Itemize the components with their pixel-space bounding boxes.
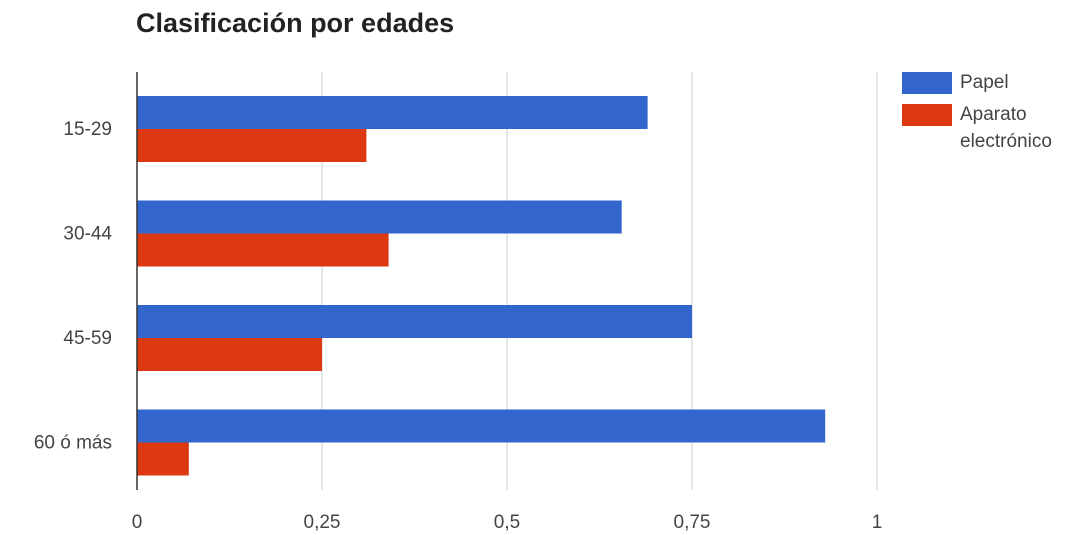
bar-papel-15-29 bbox=[137, 96, 648, 129]
chart-title: Clasificación por edades bbox=[136, 8, 455, 38]
legend-label-aparato-electronico: Aparato electrónico bbox=[960, 104, 1052, 152]
y-tick-label: 45-59 bbox=[63, 328, 112, 349]
bar-aparato-electronico-30-44 bbox=[137, 233, 389, 267]
bar-aparato-electronico-60-o-mas bbox=[137, 442, 189, 476]
legend-swatch-papel bbox=[902, 72, 952, 94]
legend-item-aparato-electronico: Aparato electrónico bbox=[902, 104, 1080, 155]
bar-papel-30-44 bbox=[137, 200, 622, 234]
x-tick-label: 0 bbox=[132, 512, 143, 533]
x-tick-label: 0,5 bbox=[494, 512, 520, 533]
y-tick-label: 60 ó más bbox=[34, 433, 112, 454]
legend-label-papel: Papel bbox=[960, 72, 1009, 93]
y-tick-label: 15-29 bbox=[63, 119, 112, 140]
x-tick-label: 0,25 bbox=[304, 512, 341, 533]
bar-papel-45-59 bbox=[137, 305, 692, 338]
bar-aparato-electronico-45-59 bbox=[137, 338, 322, 371]
x-tick-label: 0,75 bbox=[674, 512, 711, 533]
bar-papel-60-o-mas bbox=[137, 409, 826, 443]
y-tick-label: 30-44 bbox=[63, 224, 112, 245]
legend: Papel Aparato electrónico bbox=[902, 72, 1080, 163]
x-tick-label: 1 bbox=[872, 512, 883, 533]
legend-swatch-aparato-electronico bbox=[902, 104, 952, 126]
bar-aparato-electronico-15-29 bbox=[137, 129, 367, 162]
legend-item-papel: Papel bbox=[902, 72, 1080, 96]
